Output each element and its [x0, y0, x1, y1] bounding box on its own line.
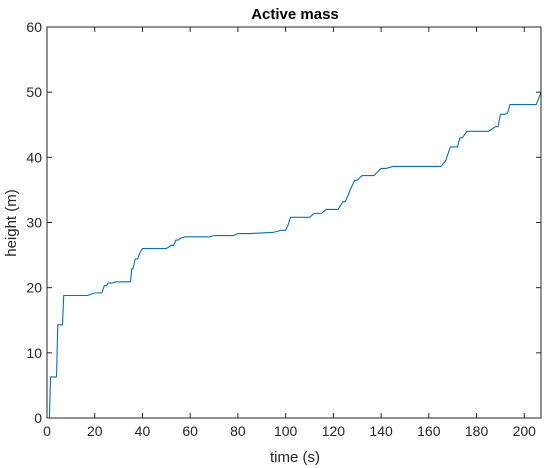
- x-tick-label: 80: [230, 423, 246, 439]
- x-tick-label: 200: [513, 423, 537, 439]
- x-tick-label: 100: [274, 423, 298, 439]
- chart-title: Active mass: [251, 6, 339, 23]
- x-tick-label: 40: [135, 423, 151, 439]
- y-tick-label: 20: [26, 280, 42, 296]
- axes-frame: [46, 26, 542, 419]
- x-tick-label: 140: [369, 423, 393, 439]
- y-tick-label: 10: [26, 345, 42, 361]
- y-tick-label: 60: [26, 19, 42, 35]
- y-tick-label: 50: [26, 84, 42, 100]
- x-axis-ticks: 0 20 40 60 80 100 120 140 160 180 200: [43, 27, 536, 439]
- y-tick-label: 40: [26, 149, 42, 165]
- plot-area: [47, 27, 541, 418]
- y-axis-ticks: 0 10 20 30 40 50 60: [26, 19, 541, 426]
- plot-background: [47, 27, 541, 418]
- y-tick-label: 0: [34, 410, 42, 426]
- series-layer: [48, 91, 542, 419]
- y-tick-label: 30: [26, 215, 42, 231]
- x-tick-label: 60: [182, 423, 198, 439]
- x-tick-label: 160: [417, 423, 441, 439]
- x-tick-label: 180: [465, 423, 489, 439]
- x-axis-label: time (s): [270, 449, 320, 466]
- series-line: [48, 91, 542, 419]
- x-tick-label: 20: [87, 423, 103, 439]
- x-tick-label: 120: [322, 423, 346, 439]
- x-tick-label: 0: [43, 423, 51, 439]
- axes-box: [46, 26, 542, 419]
- y-axis-label: height (m): [3, 189, 20, 257]
